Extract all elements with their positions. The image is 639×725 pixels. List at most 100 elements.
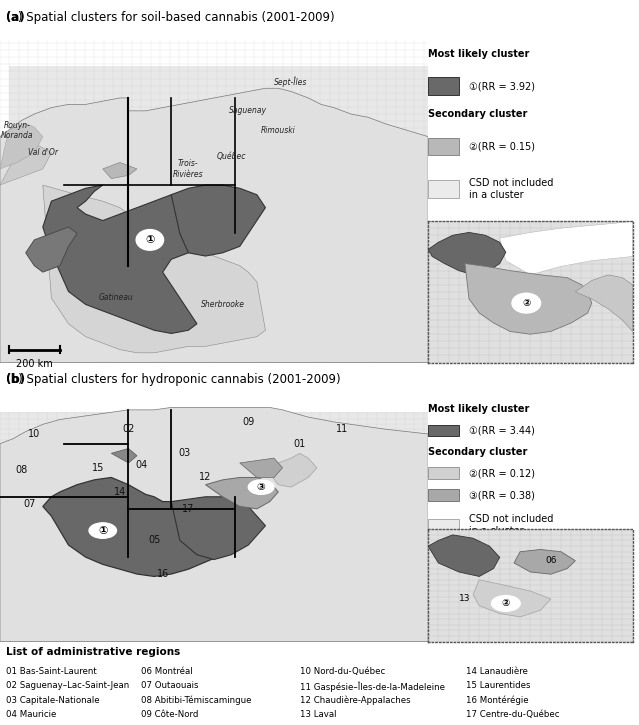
Bar (428, 138, 459, 155)
Circle shape (136, 230, 164, 250)
Text: Trois-
Rivières: Trois- Rivières (173, 160, 204, 178)
Polygon shape (265, 453, 317, 487)
Text: 15 Laurentides: 15 Laurentides (466, 682, 531, 690)
Text: Saguenay: Saguenay (229, 107, 267, 115)
Text: 06 Montréal: 06 Montréal (141, 667, 192, 676)
Bar (428, 223, 459, 241)
Text: List of administrative regions: List of administrative regions (6, 647, 181, 658)
Text: 08 Abitibi-Témiscamingue: 08 Abitibi-Témiscamingue (141, 696, 251, 705)
Text: 03 Capitale-Nationale: 03 Capitale-Nationale (6, 696, 100, 705)
Polygon shape (0, 88, 428, 362)
Text: 08: 08 (15, 465, 27, 475)
Text: 10: 10 (28, 429, 40, 439)
Text: 16: 16 (157, 569, 169, 579)
Text: Secondary cluster: Secondary cluster (428, 447, 528, 457)
Text: ②: ② (502, 598, 510, 608)
Polygon shape (428, 535, 500, 576)
Text: Administrative
region: Administrative region (469, 544, 541, 566)
Text: 06: 06 (545, 556, 557, 566)
Text: 02 Saguenay–Lac-Saint-Jean: 02 Saguenay–Lac-Saint-Jean (6, 682, 130, 690)
Bar (428, 519, 459, 531)
Polygon shape (473, 580, 551, 617)
Text: ③: ③ (257, 482, 266, 492)
Bar (0, 400, 428, 413)
Text: 12: 12 (199, 473, 212, 482)
Polygon shape (575, 275, 633, 331)
Circle shape (491, 595, 520, 611)
Polygon shape (171, 185, 265, 256)
Text: ①(RR = 3.44): ①(RR = 3.44) (469, 426, 535, 436)
Polygon shape (171, 497, 265, 560)
Text: 14 Lanaudière: 14 Lanaudière (466, 667, 528, 676)
Text: 200 km: 200 km (16, 360, 52, 369)
Polygon shape (0, 143, 51, 185)
Polygon shape (206, 478, 279, 509)
Circle shape (512, 293, 541, 313)
Bar (428, 181, 459, 198)
Text: Rouyn-
Noranda: Rouyn- Noranda (1, 120, 33, 140)
Text: 11: 11 (336, 424, 349, 434)
Text: (b): (b) (6, 373, 26, 386)
Text: ②(RR = 0.15): ②(RR = 0.15) (469, 141, 535, 152)
Text: ②: ② (522, 298, 530, 308)
Text: Gatineau: Gatineau (98, 294, 133, 302)
Text: 07 Outaouais: 07 Outaouais (141, 682, 198, 690)
Text: 14: 14 (114, 487, 126, 497)
Polygon shape (240, 458, 282, 478)
Text: 03: 03 (178, 448, 190, 458)
Text: CSD not included
in a cluster: CSD not included in a cluster (469, 514, 553, 536)
Bar (428, 468, 459, 479)
Polygon shape (26, 227, 77, 272)
Text: (b) Spatial clusters for hydroponic cannabis (2001-2009): (b) Spatial clusters for hydroponic cann… (6, 373, 341, 386)
Text: 07: 07 (24, 499, 36, 509)
Text: (a): (a) (6, 12, 25, 25)
Bar (428, 549, 459, 560)
Text: Québec: Québec (217, 152, 246, 160)
Text: 01: 01 (293, 439, 306, 449)
Polygon shape (0, 124, 43, 169)
Text: 13: 13 (459, 594, 471, 603)
Text: Val d'Or: Val d'Or (28, 149, 58, 157)
Bar (428, 77, 459, 95)
Text: 04 Mauricie: 04 Mauricie (6, 710, 57, 719)
Text: 10 Nord-du-Québec: 10 Nord-du-Québec (300, 667, 385, 676)
Text: Most likely cluster: Most likely cluster (428, 404, 530, 414)
Polygon shape (43, 185, 249, 334)
Text: (a) Spatial clusters for soil-based cannabis (2001-2009): (a) Spatial clusters for soil-based cann… (6, 12, 335, 25)
Bar (428, 425, 459, 436)
Text: CSD not included
in a cluster: CSD not included in a cluster (469, 178, 553, 200)
Polygon shape (103, 162, 137, 178)
Text: 15: 15 (92, 463, 105, 473)
Polygon shape (43, 478, 257, 576)
Text: 17 Centre-du-Québec: 17 Centre-du-Québec (466, 710, 560, 719)
Polygon shape (0, 40, 428, 66)
Text: 04: 04 (135, 460, 148, 471)
Text: 16 Montérégie: 16 Montérégie (466, 696, 529, 705)
Text: 12 Chaudière-Appalaches: 12 Chaudière-Appalaches (300, 696, 411, 705)
Circle shape (249, 480, 274, 494)
Text: ①: ① (145, 235, 155, 245)
Text: Most likely cluster: Most likely cluster (428, 49, 530, 59)
Text: 02: 02 (122, 424, 135, 434)
Polygon shape (0, 407, 428, 642)
Text: 05: 05 (148, 535, 160, 545)
Text: 01 Bas-Saint-Laurent: 01 Bas-Saint-Laurent (6, 667, 97, 676)
Text: ①: ① (98, 526, 107, 536)
Text: 11 Gaspésie–Îles-de-la-Madeleine: 11 Gaspésie–Îles-de-la-Madeleine (300, 682, 445, 692)
Text: Administrative
region: Administrative region (469, 221, 541, 242)
Polygon shape (465, 264, 592, 334)
Bar (0, 40, 8, 362)
Text: Secondary cluster: Secondary cluster (428, 109, 528, 119)
Text: Sherbrooke: Sherbrooke (201, 300, 245, 309)
Polygon shape (514, 550, 575, 574)
Polygon shape (43, 185, 265, 353)
Polygon shape (500, 221, 633, 275)
Polygon shape (428, 233, 506, 275)
Text: 09 Côte-Nord: 09 Côte-Nord (141, 710, 198, 719)
Text: ③(RR = 0.38): ③(RR = 0.38) (469, 490, 535, 500)
Text: ①(RR = 3.92): ①(RR = 3.92) (469, 81, 535, 91)
Text: Sept-Îles: Sept-Îles (274, 77, 308, 87)
Text: 09: 09 (242, 417, 254, 427)
Text: 13 Laval: 13 Laval (300, 710, 337, 719)
Text: 17: 17 (182, 504, 194, 514)
